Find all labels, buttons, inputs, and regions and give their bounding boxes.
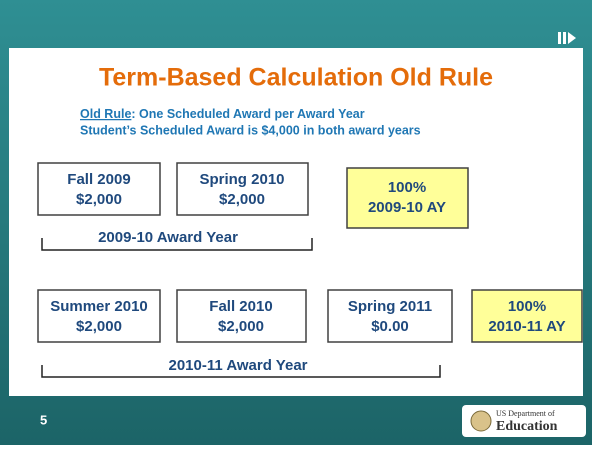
rule-line: Old Rule: One Scheduled Award per Award … [80, 107, 365, 121]
term-amount: $2,000 [76, 191, 122, 208]
term-box [327, 289, 453, 343]
rule-label: Old Rule [80, 107, 131, 121]
term-amount: $2,000 [219, 191, 265, 208]
summary-ay: 2010-11 AY [488, 318, 565, 335]
summary-percent: 100% [508, 298, 546, 315]
bracket [41, 238, 313, 251]
term-name: Fall 2010 [209, 298, 272, 315]
logo-panel [462, 405, 586, 437]
nav-icon [558, 32, 576, 44]
bracket [41, 365, 441, 378]
term-name: Fall 2009 [67, 171, 130, 188]
logo-line2: Education [496, 419, 558, 434]
year-label: 2009-10 Award Year [98, 229, 238, 246]
page-number: 5 [40, 412, 47, 427]
summary-box [471, 289, 583, 343]
summary-ay: 2009-10 AY [368, 199, 446, 216]
term-box [176, 289, 307, 343]
rule-text: : One Scheduled Award per Award Year [131, 107, 364, 121]
content-area [9, 48, 583, 396]
term-name: Summer 2010 [50, 298, 148, 315]
term-amount: $2,000 [76, 318, 122, 335]
term-box [37, 289, 161, 343]
term-name: Spring 2010 [199, 171, 284, 188]
logo-seal [470, 410, 492, 432]
logo-line1: US Department of [496, 409, 555, 418]
rule-line2: Student’s Scheduled Award is $4,000 in b… [80, 123, 421, 137]
year-label: 2010-11 Award Year [169, 357, 308, 374]
term-amount: $2,000 [218, 318, 264, 335]
summary-percent: 100% [388, 179, 426, 196]
summary-box [346, 167, 469, 229]
title: Term-Based Calculation Old Rule [99, 64, 493, 92]
term-box [37, 162, 161, 216]
term-amount: $0.00 [371, 318, 409, 335]
term-box [176, 162, 309, 216]
term-name: Spring 2011 [348, 298, 432, 315]
